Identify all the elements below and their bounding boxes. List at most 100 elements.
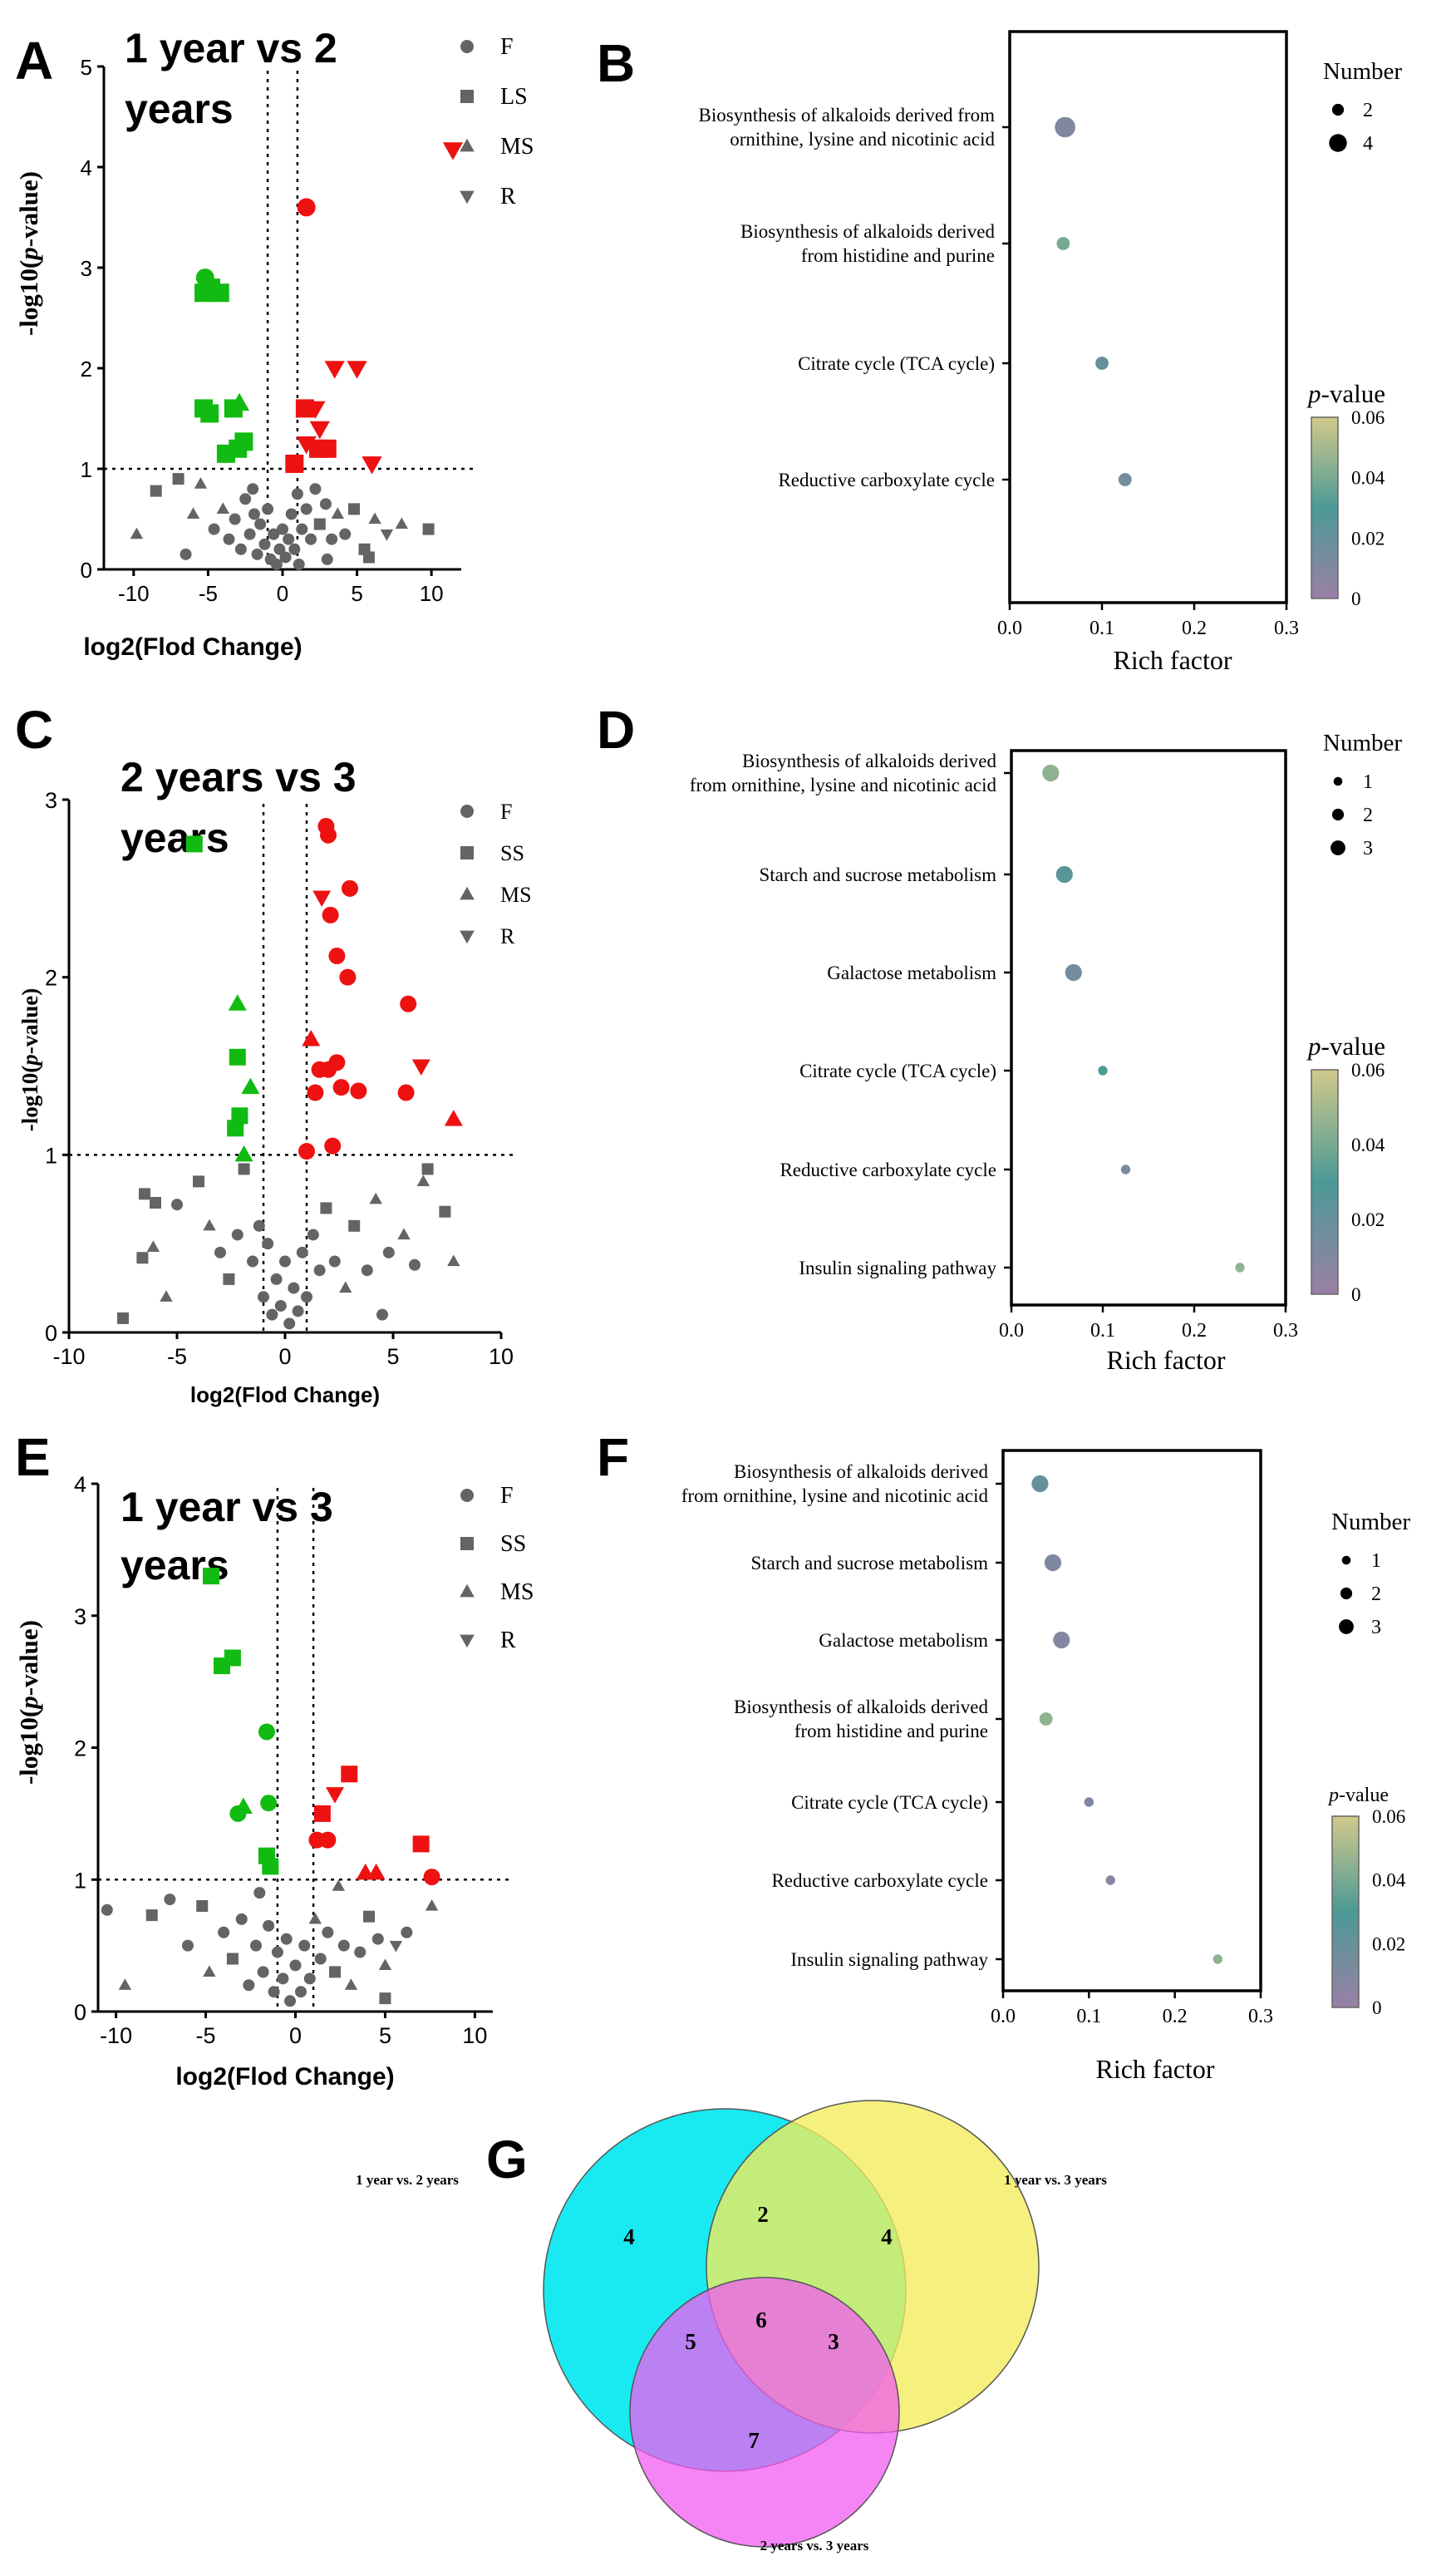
data-point [210, 283, 229, 303]
data-point [214, 1246, 226, 1258]
legend-label: MS [500, 1579, 534, 1605]
x-axis-label: Rich factor [1113, 645, 1232, 675]
data-point [307, 1229, 319, 1241]
data-point [171, 1199, 183, 1211]
size-legend-dot [1339, 1619, 1354, 1634]
plot-frame [1008, 30, 1288, 604]
legend-label: F [500, 800, 512, 824]
bubble [1042, 764, 1060, 782]
colorbar-tick-label: 0.06 [1372, 1806, 1405, 1827]
data-point [284, 1995, 297, 2007]
data-point [326, 533, 338, 545]
x-tick-label: 5 [379, 2023, 391, 2048]
data-point [283, 533, 295, 545]
data-point [285, 508, 298, 520]
data-point [243, 1979, 255, 1992]
x-tick-label: 0.3 [1248, 2006, 1273, 2027]
data-point [247, 483, 259, 495]
venn-set-label-2: 1 year vs. 3 years [1004, 2172, 1107, 2188]
data-point [362, 551, 375, 564]
data-point [218, 1926, 230, 1938]
data-point [277, 523, 288, 535]
color-legend-title: p-value [1306, 1032, 1385, 1061]
colorbar-tick-label: 0 [1351, 589, 1361, 609]
data-point [250, 1939, 262, 1952]
category-label: Reductive carboxylate cycle [780, 1160, 996, 1180]
y-tick-label: 0 [45, 1321, 57, 1346]
colorbar [1311, 1069, 1339, 1295]
plot-frame [1010, 749, 1287, 1307]
data-point [326, 1787, 344, 1804]
legend-label: MS [500, 883, 532, 907]
data-point [342, 879, 358, 897]
x-tick-label: 10 [420, 581, 444, 606]
data-point [235, 1913, 248, 1925]
bubble [1235, 1263, 1245, 1273]
data-point [444, 1110, 463, 1126]
y-axis-label: -log10(p-value) [14, 1620, 43, 1785]
x-tick-label: 0.2 [1182, 1320, 1207, 1342]
volcano-plot-e: 1 year vs 3 years log2(Flod Change) -log… [14, 1472, 534, 2091]
category-label: Biosynthesis of alkaloids derived [734, 1697, 988, 1717]
data-point [301, 1291, 312, 1303]
data-point [280, 1933, 293, 1945]
data-point [313, 1805, 331, 1822]
data-point [203, 1568, 220, 1585]
data-point [328, 1255, 341, 1268]
legend-label: MS [500, 134, 534, 160]
data-point [253, 1219, 265, 1232]
volcano-plot-a: 1 year vs 2 years log2(Flod Change) -log… [14, 25, 534, 661]
data-point [164, 1894, 176, 1906]
y-tick-label: 0 [81, 558, 92, 583]
bubble [1098, 1066, 1108, 1076]
data-point [368, 512, 381, 524]
data-point [309, 421, 330, 440]
legend-label: R [500, 184, 516, 209]
y-tick-label: 3 [81, 256, 92, 281]
bubble-plot-b: Rich factor 0.0 0.1 0.2 0.3 Biosynthesis of … [699, 30, 1402, 675]
legend-marker [460, 930, 475, 944]
data-point [228, 994, 247, 1011]
size-legend-dot [1340, 1587, 1353, 1600]
legend-marker [460, 1489, 474, 1502]
data-point [312, 890, 332, 908]
data-point [319, 1831, 337, 1849]
x-tick-label: -5 [196, 2023, 216, 2048]
data-point [309, 439, 327, 458]
venn-count-ab: 2 [757, 2202, 769, 2227]
data-point [293, 558, 305, 570]
venn-set-label-3: 2 years vs. 3 years [760, 2538, 869, 2554]
data-point [313, 518, 326, 530]
data-point [289, 1959, 302, 1972]
legend-marker [460, 190, 475, 204]
y-tick-label: 4 [74, 1472, 86, 1497]
x-tick-label: -10 [100, 2023, 132, 2048]
data-point [243, 528, 256, 540]
bubble [1044, 1554, 1062, 1572]
legend-label: F [500, 34, 514, 60]
data-point [331, 507, 344, 520]
y-tick-label: 2 [45, 966, 57, 991]
data-point [268, 528, 280, 540]
data-point [285, 454, 304, 473]
data-point [314, 1953, 327, 1965]
x-tick-label: -10 [118, 581, 150, 606]
size-legend-label: 2 [1363, 100, 1373, 121]
category-label: Reductive carboxylate cycle [778, 470, 995, 490]
legend-marker [460, 1537, 474, 1550]
data-point [216, 502, 230, 514]
data-point [150, 1197, 161, 1209]
data-point [160, 1290, 173, 1302]
legend-marker [460, 90, 474, 103]
category-label: Starch and sucrose metabolism [750, 1553, 988, 1573]
category-label: Galactose metabolism [819, 1630, 988, 1651]
legend-marker [460, 1634, 475, 1648]
size-legend-dot [1329, 134, 1347, 152]
bubble [1053, 1631, 1070, 1649]
colorbar-tick-label: 0.04 [1351, 468, 1385, 489]
x-tick-label: 0.1 [1076, 2006, 1101, 2027]
data-point [339, 528, 352, 540]
data-point [324, 361, 345, 379]
size-legend-title: Number [1323, 730, 1402, 756]
